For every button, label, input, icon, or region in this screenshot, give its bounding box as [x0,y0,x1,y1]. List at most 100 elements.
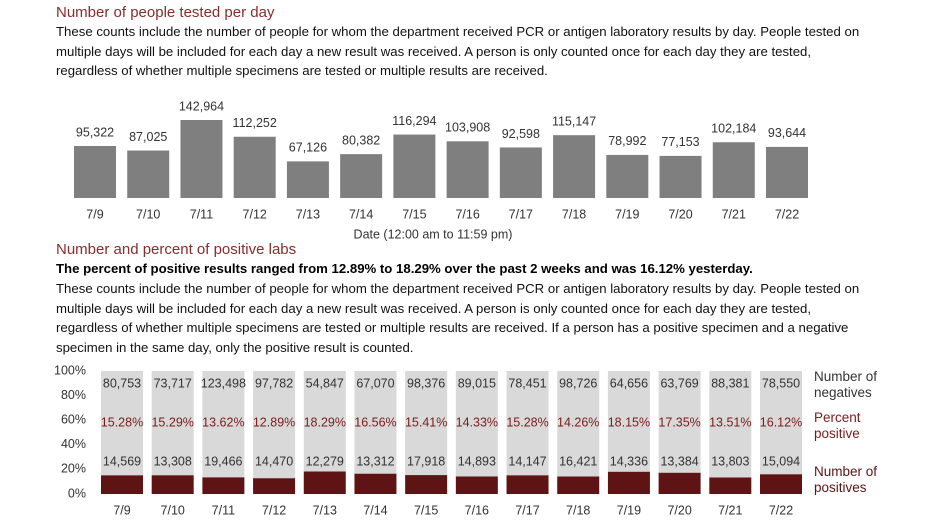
y-tick-label: 0% [68,486,86,500]
data-label: 14,569 [103,454,141,468]
x-tick-label: 7/15 [414,503,438,517]
legend-entry: Percent positive [814,410,861,441]
bar-segment [101,475,143,494]
x-tick-label: 7/13 [296,207,320,221]
x-tick-label: 7/18 [566,503,590,517]
x-tick-label: 7/21 [722,207,746,221]
data-label: 16.12% [760,415,802,429]
x-tick-label: 7/16 [455,207,479,221]
data-label: 80,753 [103,376,141,390]
x-tick-label: 7/9 [86,207,103,221]
data-label: 78,992 [608,134,646,148]
y-tick-label: 80% [61,388,86,402]
bar-segment [151,475,194,494]
data-label: 18.15% [608,415,650,429]
data-label: 73,717 [154,376,192,390]
x-tick-label: 7/14 [349,207,373,221]
data-label: 78,451 [508,376,546,390]
x-tick-label: 7/20 [668,207,692,221]
data-label: 93,644 [768,126,806,140]
x-tick-label: 7/19 [617,503,641,517]
data-label: 13,384 [660,454,698,468]
bar-segment [658,472,701,494]
bar-segment [202,371,245,478]
bar [712,142,755,198]
bar [74,145,116,198]
data-label: 12,279 [306,454,344,468]
bar-segment [658,371,701,473]
bar [180,120,223,198]
data-label: 142,964 [179,99,224,113]
bar [286,161,329,198]
legend-entry: Number of negatives [814,369,878,400]
data-label: 116,294 [392,114,436,128]
bar-segment [253,371,296,479]
bar-segment [354,371,397,474]
bar-segment [303,371,346,472]
data-label: 63,769 [660,376,698,390]
x-tick-label: 7/12 [262,503,286,517]
x-tick-label: 7/22 [775,207,799,221]
legend-entry: Number of positives [814,464,878,495]
x-tick-label: 7/12 [243,207,267,221]
data-label: 89,015 [458,376,496,390]
bar-segment [506,371,549,476]
data-label: 95,322 [76,125,114,139]
bar-segment [455,371,498,477]
data-label: 15,094 [762,454,800,468]
data-label: 77,153 [661,135,699,149]
bar [766,146,808,198]
data-label: 12.89% [253,415,295,429]
x-tick-label: 7/14 [363,503,387,517]
data-label: 67,126 [289,141,327,155]
bar-segment [354,473,397,494]
data-label: 17,918 [407,454,445,468]
data-label: 87,025 [129,130,167,144]
bar-segment [557,371,600,477]
data-label: 123,498 [201,376,246,390]
x-tick-label: 7/18 [562,207,586,221]
data-label: 16.56% [354,415,396,429]
bar-segment [455,476,498,494]
bar-segment [405,475,448,494]
data-label: 78,550 [762,376,800,390]
data-label: 14.33% [456,415,498,429]
data-label: 15.29% [151,415,193,429]
x-tick-label: 7/21 [718,503,742,517]
data-label: 18.29% [304,415,346,429]
data-label: 19,466 [204,454,242,468]
data-label: 15.41% [405,415,447,429]
data-label: 80,382 [342,133,380,147]
x-tick-label: 7/19 [615,207,639,221]
x-tick-label: 7/22 [769,503,793,517]
bar-segment [303,471,346,494]
y-tick-label: 100% [54,363,86,377]
chart-title: Number and percent of positive labs [56,241,297,258]
bar [499,147,542,198]
data-label: 14.26% [557,415,599,429]
bar-segment [253,478,296,494]
data-label: 17.35% [658,415,700,429]
data-label: 98,726 [559,376,597,390]
bar [233,136,276,198]
highlight: The percent of positive results ranged f… [56,261,753,276]
x-tick-label: 7/16 [465,503,489,517]
bar-segment [607,371,650,472]
bar-segment [557,476,600,494]
chart-title: Number of people tested per day [56,4,275,21]
bar-segment [506,475,549,494]
data-label: 115,147 [552,114,596,128]
y-tick-label: 20% [61,462,86,476]
data-label: 64,656 [610,376,648,390]
data-label: 92,598 [502,127,540,141]
data-label: 14,893 [458,454,496,468]
x-tick-label: 7/10 [161,503,185,517]
bar-segment [709,371,752,478]
y-tick-label: 60% [61,412,86,426]
x-tick-label: 7/10 [136,207,160,221]
bar-segment [607,471,650,494]
data-label: 14,336 [610,454,648,468]
description: These counts include the number of peopl… [56,281,860,355]
bar [659,155,702,198]
